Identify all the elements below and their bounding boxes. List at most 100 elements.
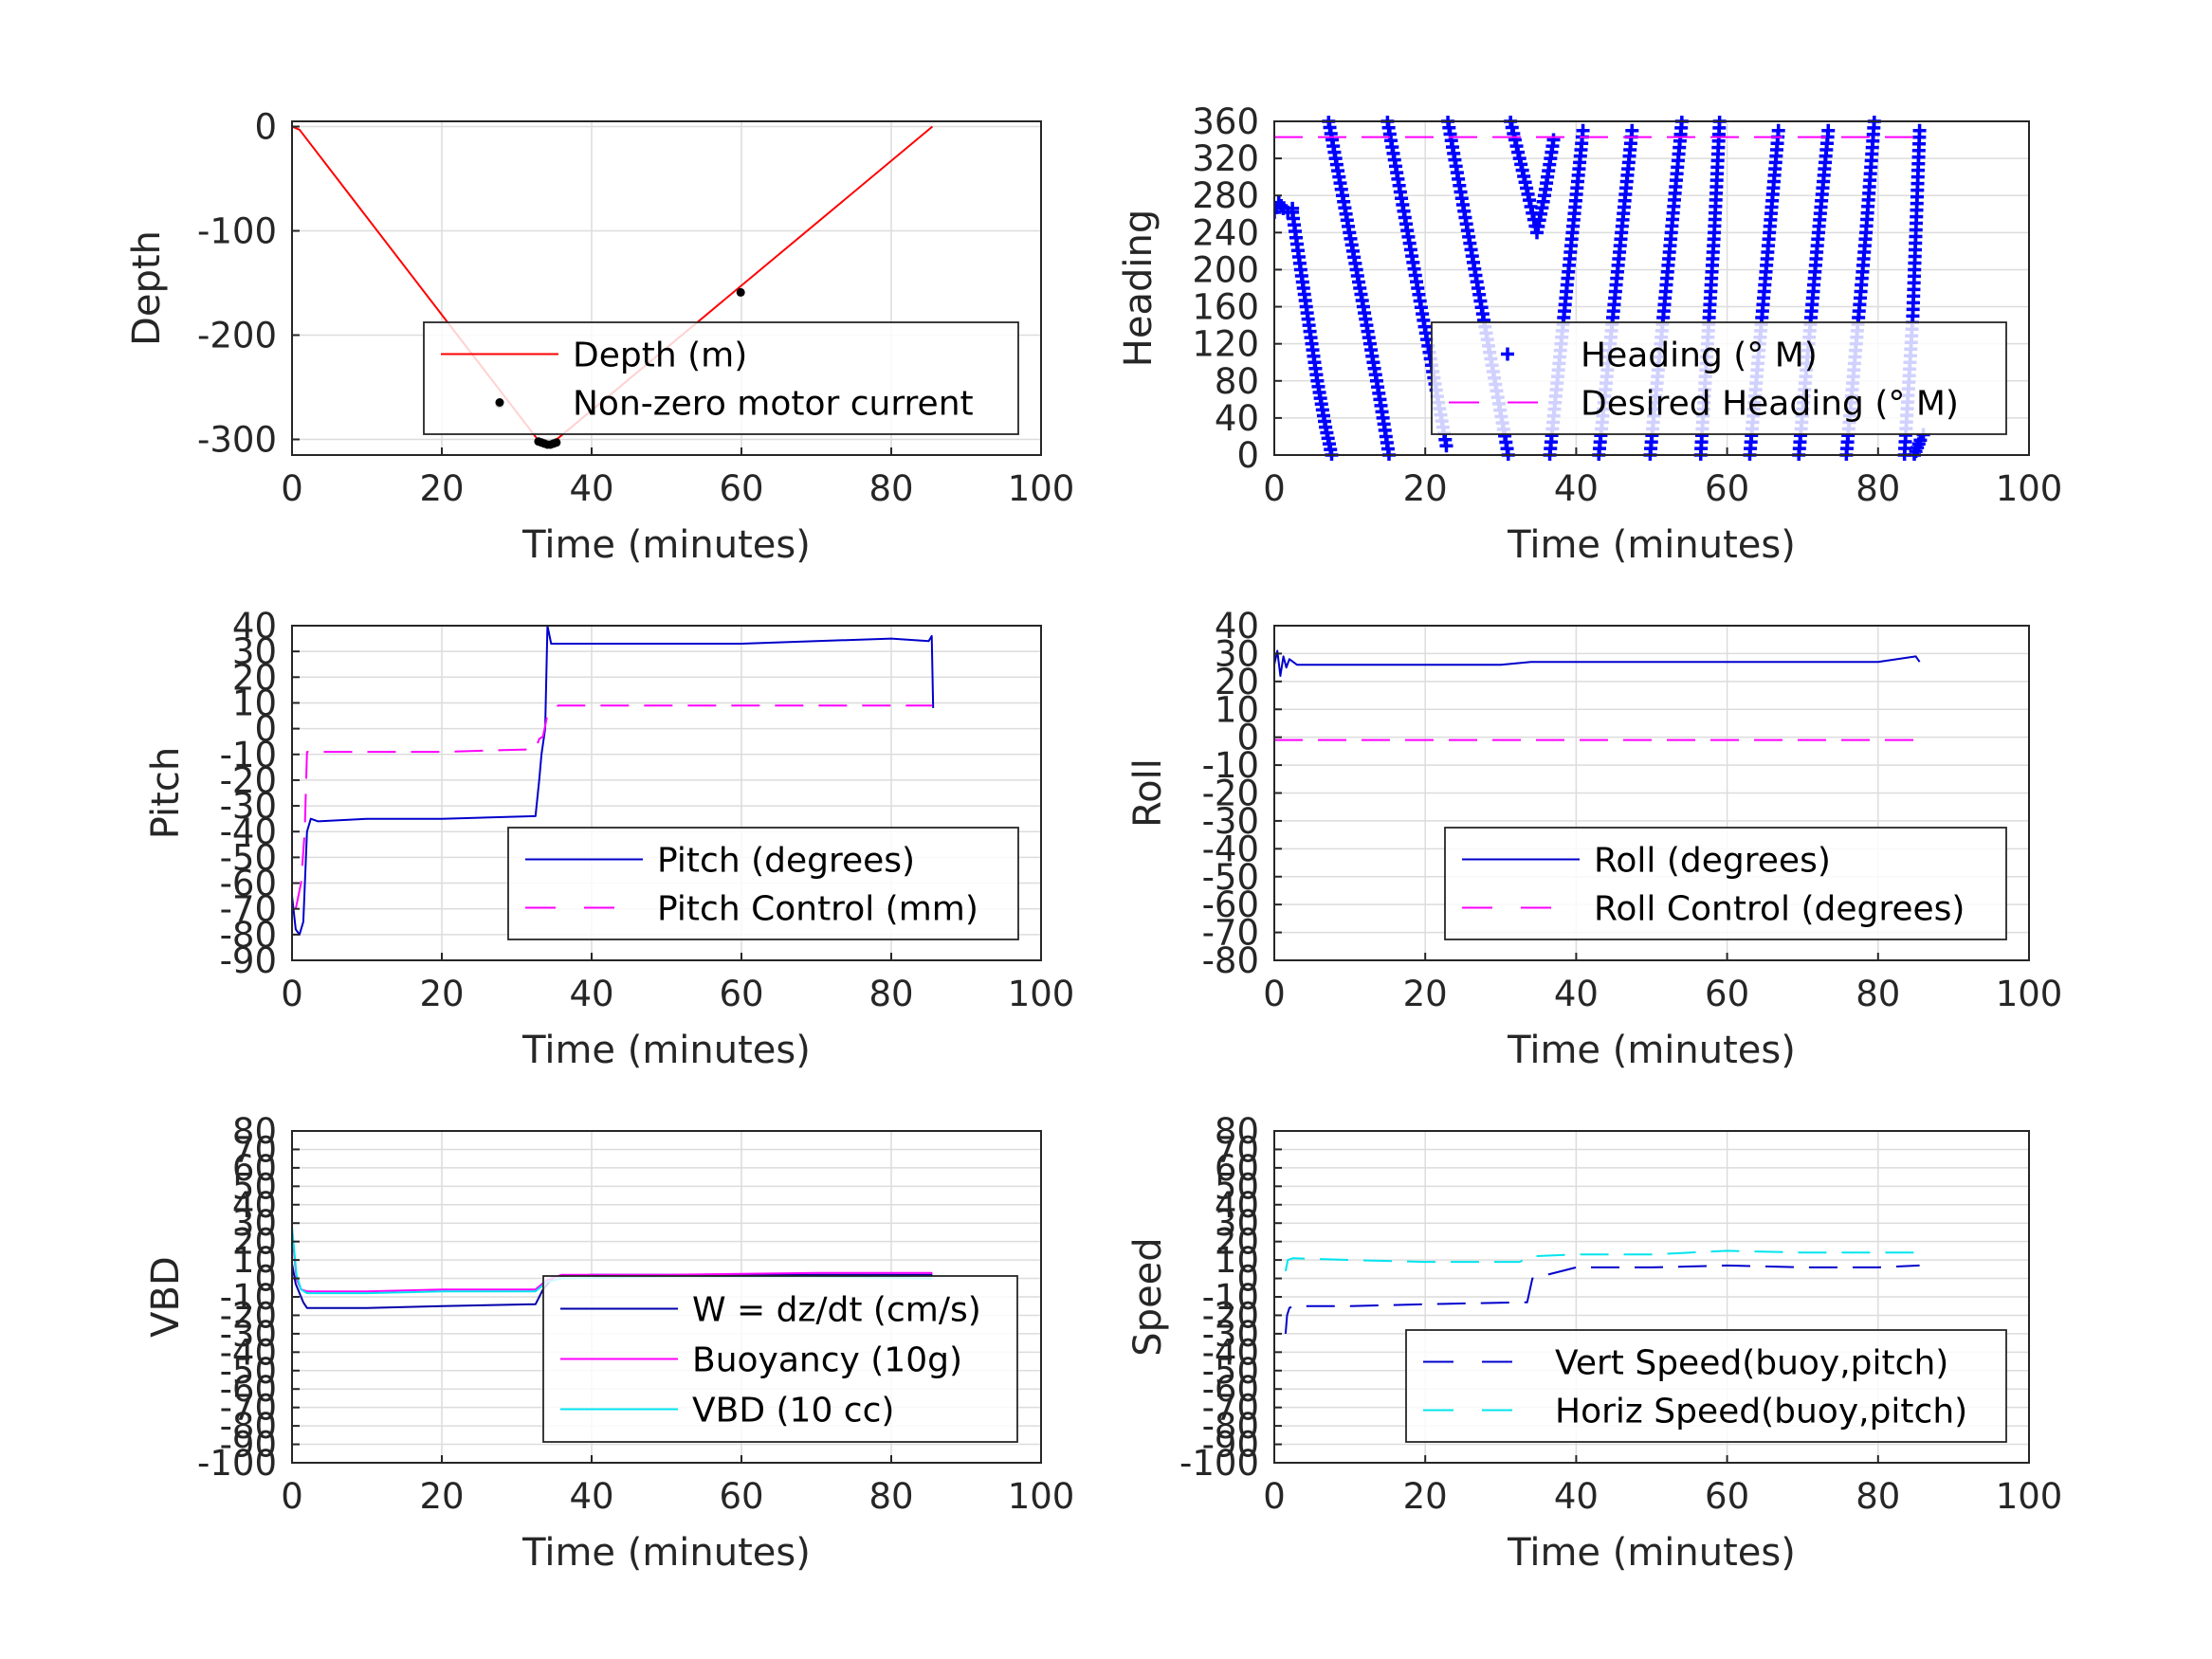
x-tick-label: 100 [1996, 1476, 2063, 1517]
y-tick-label: -40 [220, 811, 277, 852]
y-tick-label: -10 [1202, 745, 1259, 786]
data-point [1576, 123, 1590, 137]
legend-entry: Heading (° M) [1581, 337, 1818, 375]
y-tick-label: 80 [1215, 1111, 1259, 1152]
x-tick-label: 60 [1705, 1476, 1749, 1517]
legend-box [423, 321, 1019, 435]
y-axis-label: VBD [144, 1256, 188, 1338]
legend-marker [1501, 347, 1514, 361]
y-tick-label: 0 [1236, 1259, 1259, 1300]
y-tick-label: 120 [1192, 324, 1259, 365]
y-tick-label: -70 [220, 889, 277, 930]
data-point [1912, 123, 1927, 137]
x-tick-label: 40 [569, 974, 613, 1014]
y-tick-label: 30 [232, 1203, 277, 1244]
y-tick-label: 60 [232, 1148, 277, 1189]
legend-box [1431, 321, 2007, 435]
x-tick-label: 20 [419, 468, 464, 509]
x-tick-label: 80 [868, 974, 913, 1014]
y-tick-label: -70 [1202, 913, 1259, 954]
y-tick-label: 0 [254, 709, 277, 750]
y-tick-label: -10 [220, 1277, 277, 1318]
y-tick-label: 40 [1215, 398, 1259, 439]
y-tick-label: 280 [1192, 175, 1259, 216]
y-tick-label: 30 [1215, 633, 1259, 674]
x-tick-label: 60 [1705, 974, 1749, 1014]
y-tick-label: -50 [220, 837, 277, 878]
y-tick-label: 160 [1192, 287, 1259, 328]
y-tick-label: -90 [1202, 1425, 1259, 1466]
y-tick-label: 320 [1192, 138, 1259, 179]
y-tick-label: -60 [220, 864, 277, 904]
legend: Vert Speed(buoy,pitch) Horiz Speed(buoy,p… [1405, 1329, 2007, 1443]
x-tick-label: 0 [1263, 468, 1286, 509]
data-point [736, 287, 745, 297]
y-tick-label: 30 [232, 631, 277, 672]
series-pitch-0-line [292, 625, 935, 936]
legend: Depth (m) Non-zero motor current [423, 321, 1019, 435]
chart-depth: 0 20 40 60 80 100 0 -100 -200 -300 Time (minutes) D… [125, 107, 1074, 568]
y-tick-label: 20 [1215, 1222, 1259, 1263]
plot-frame [291, 625, 1042, 961]
y-axis-label: Heading [1117, 210, 1161, 367]
y-tick-label: -20 [220, 760, 277, 801]
x-tick-label: 20 [1403, 1476, 1448, 1517]
y-axis-label: Pitch [144, 747, 188, 839]
x-tick-label: 0 [1263, 974, 1286, 1014]
y-tick-label: -10 [1202, 1277, 1259, 1318]
y-tick-label: -10 [220, 735, 277, 775]
x-tick-label: 40 [569, 468, 613, 509]
y-tick-label: -20 [220, 1295, 277, 1336]
series-speed-1-line [1284, 1249, 1920, 1272]
y-tick-label: 0 [1236, 435, 1259, 476]
legend-marker [495, 398, 504, 407]
y-tick-label: -30 [1202, 1314, 1259, 1355]
y-tick-label: -80 [220, 915, 277, 956]
chart-heading: 0 20 40 60 80 10004080120160200240280320360Ti… [1117, 101, 2062, 567]
data-point [1771, 123, 1785, 137]
y-tick-label: -90 [220, 940, 277, 981]
series-speed-0-line [1284, 1264, 1920, 1334]
y-tick-label: 70 [1215, 1129, 1259, 1170]
legend-box [507, 827, 1019, 940]
legend-entry: Buoyancy (10g) [692, 1341, 962, 1380]
x-axis-label: Time (minutes) [521, 523, 811, 567]
series-pitch-1-line [294, 704, 933, 909]
series-group [1284, 1249, 1920, 1334]
legend-entry: W = dz/dt (cm/s) [692, 1291, 981, 1330]
x-axis-label: Time (minutes) [521, 1531, 811, 1575]
legend-entry: Horiz Speed(buoy,pitch) [1555, 1393, 1967, 1431]
y-tick-label: -60 [1202, 884, 1259, 925]
legend-box [1405, 1329, 2007, 1443]
y-tick-label: 10 [1215, 689, 1259, 730]
x-axis-label: Time (minutes) [1507, 1531, 1796, 1575]
data-point [1274, 205, 1281, 219]
y-tick-label: -100 [1179, 1443, 1259, 1484]
y-tick-label: -100 [197, 211, 277, 252]
x-axis-label: Time (minutes) [1507, 523, 1796, 567]
legend-entry: Desired Heading (° M) [1581, 385, 1959, 424]
y-tick-label: -30 [220, 786, 277, 827]
y-tick-label: -30 [220, 1314, 277, 1355]
x-tick-label: 100 [1008, 468, 1075, 509]
y-tick-label: 40 [1215, 1185, 1259, 1226]
y-tick-label: 70 [232, 1129, 277, 1170]
y-tick-label: -70 [220, 1388, 277, 1429]
y-tick-label: -30 [1202, 801, 1259, 842]
y-tick-label: 40 [232, 1185, 277, 1226]
x-tick-label: 60 [719, 1476, 763, 1517]
legend: Heading (° M) Desired Heading (° M) [1431, 321, 2007, 435]
y-axis-label: Depth [125, 230, 169, 346]
x-tick-label: 80 [1856, 1476, 1900, 1517]
y-tick-label: -20 [1202, 774, 1259, 814]
x-tick-label: 100 [1008, 974, 1075, 1014]
data-point [1821, 123, 1836, 137]
legend-entry: VBD (10 cc) [692, 1392, 894, 1431]
x-tick-label: 40 [569, 1476, 613, 1517]
y-tick-label: 0 [254, 1259, 277, 1300]
x-tick-label: 100 [1996, 974, 2063, 1014]
y-tick-label: -60 [220, 1369, 277, 1410]
legend-entry: Depth (m) [573, 337, 747, 375]
x-tick-label: 100 [1008, 1476, 1075, 1517]
